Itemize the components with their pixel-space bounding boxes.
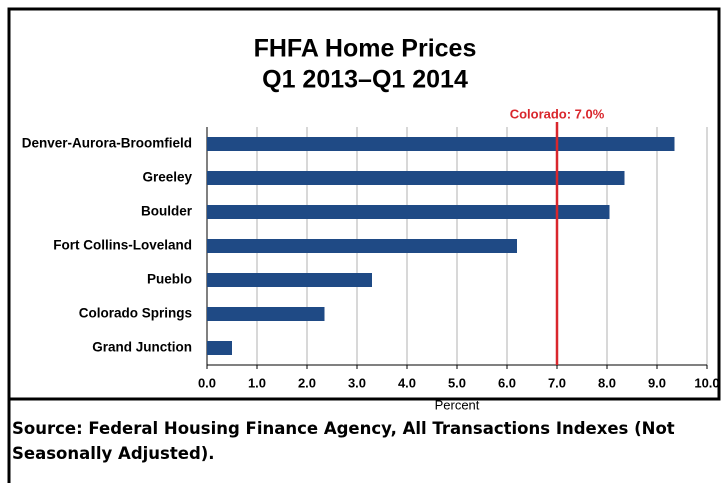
reference-label: Colorado: 7.0% (510, 106, 605, 121)
x-tick-label: 3.0 (348, 375, 366, 390)
y-tick-label: Denver-Aurora-Broomfield (22, 136, 192, 151)
y-tick-label: Fort Collins-Loveland (53, 238, 192, 253)
bar (207, 341, 232, 355)
x-tick-label: 9.0 (648, 375, 666, 390)
bar (207, 171, 625, 185)
source-note: Source: Federal Housing Finance Agency, … (12, 419, 675, 463)
x-tick-label: 7.0 (548, 375, 566, 390)
x-tick-label: 1.0 (248, 375, 266, 390)
y-tick-label: Grand Junction (92, 340, 192, 355)
bar (207, 239, 517, 253)
y-tick-label: Pueblo (147, 272, 192, 287)
chart-title: FHFA Home Prices (254, 35, 477, 63)
frame (7, 7, 721, 401)
x-axis-label: Percent (435, 397, 480, 412)
x-tick-label: 4.0 (398, 375, 416, 390)
y-tick-label: Colorado Springs (79, 306, 192, 321)
bar (207, 273, 372, 287)
y-tick-label: Boulder (141, 204, 193, 219)
bar (207, 137, 675, 151)
x-tick-label: 6.0 (498, 375, 516, 390)
x-tick-label: 8.0 (598, 375, 616, 390)
x-tick-label: 2.0 (298, 375, 316, 390)
x-tick-label: 5.0 (448, 375, 466, 390)
y-tick-label: Greeley (142, 170, 192, 185)
bar (207, 205, 610, 219)
chart-subtitle: Q1 2013–Q1 2014 (262, 66, 468, 94)
x-tick-label: 0.0 (198, 375, 216, 390)
bar (207, 307, 325, 321)
x-tick-label: 10.0 (694, 375, 719, 390)
